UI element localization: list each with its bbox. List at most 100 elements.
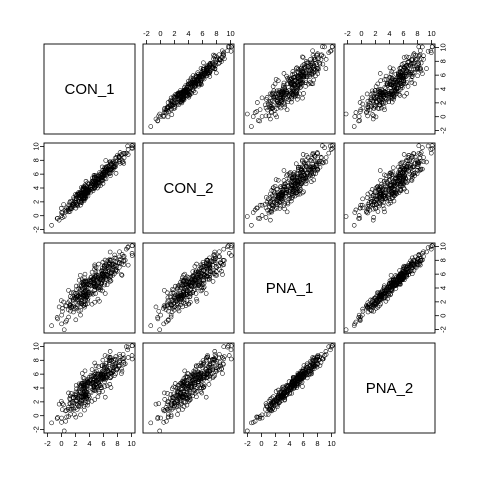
point-CON_1-vs-PNA_1 [289, 94, 294, 100]
point-PNA_2-vs-CON_2 [166, 411, 171, 417]
point-CON_2-vs-CON_1 [69, 199, 75, 204]
point-CON_1-vs-PNA_2 [389, 82, 395, 88]
point-PNA_2-vs-CON_1 [93, 363, 99, 369]
point-CON_2-vs-PNA_2 [388, 170, 394, 175]
point-CON_1-vs-PNA_2 [392, 82, 398, 88]
point-PNA_1-vs-PNA_2 [408, 262, 413, 268]
y-tick-label: 6 [439, 272, 448, 276]
point-PNA_2-vs-PNA_1 [308, 367, 314, 373]
point-PNA_2-vs-PNA_1 [255, 414, 260, 420]
point-CON_1-vs-CON_2 [212, 53, 218, 59]
point-PNA_2-vs-CON_2 [165, 414, 171, 420]
point-PNA_1-vs-PNA_2 [415, 256, 421, 262]
point-PNA_2-vs-CON_1 [107, 357, 113, 363]
point-CON_2-vs-PNA_1 [305, 155, 311, 160]
point-CON_2-vs-PNA_2 [392, 187, 397, 192]
point-PNA_1-vs-CON_1 [74, 306, 79, 311]
point-PNA_1-vs-PNA_2 [394, 278, 400, 283]
point-PNA_2-vs-CON_2 [187, 389, 193, 394]
point-CON_1-vs-PNA_2 [407, 72, 413, 77]
point-PNA_2-vs-PNA_1 [310, 364, 315, 370]
point-CON_2-vs-PNA_2 [365, 210, 370, 216]
point-CON_1-vs-PNA_2 [418, 48, 423, 54]
point-CON_1-vs-PNA_1 [308, 67, 313, 73]
point-PNA_1-vs-PNA_2 [385, 296, 390, 302]
point-PNA_1-vs-CON_1 [111, 258, 117, 263]
point-CON_1-vs-PNA_1 [300, 68, 305, 74]
panel-frame-CON_2-PNA_2 [343, 142, 436, 234]
point-PNA_1-vs-CON_1 [69, 304, 75, 309]
point-CON_2-vs-CON_1 [108, 167, 113, 172]
point-CON_2-vs-PNA_1 [284, 209, 290, 215]
point-CON_1-vs-PNA_2 [396, 72, 401, 77]
point-CON_2-vs-PNA_1 [323, 159, 329, 165]
point-PNA_2-vs-PNA_1 [315, 354, 320, 360]
point-CON_1-vs-PNA_1 [259, 114, 265, 119]
point-PNA_1-vs-PNA_2 [382, 288, 387, 293]
point-CON_2-vs-PNA_2 [429, 146, 435, 151]
point-PNA_1-vs-CON_2 [207, 272, 213, 278]
point-PNA_1-vs-CON_2 [165, 290, 170, 296]
point-PNA_1-vs-CON_2 [169, 299, 175, 305]
point-PNA_2-vs-CON_2 [228, 347, 234, 353]
point-PNA_2-vs-CON_2 [183, 399, 188, 405]
point-CON_1-vs-PNA_1 [274, 99, 280, 104]
point-CON_1-vs-PNA_2 [356, 118, 361, 124]
point-CON_1-vs-PNA_2 [383, 86, 389, 91]
point-PNA_1-vs-CON_1 [54, 315, 60, 320]
point-CON_2-vs-PNA_2 [381, 206, 387, 212]
point-CON_1-vs-PNA_1 [250, 114, 256, 119]
point-CON_1-vs-CON_2 [165, 114, 171, 120]
point-CON_2-vs-PNA_2 [360, 196, 365, 202]
point-PNA_2-vs-CON_1 [90, 380, 96, 385]
point-CON_2-vs-PNA_1 [300, 179, 306, 184]
point-PNA_1-vs-CON_1 [94, 278, 100, 283]
point-CON_2-vs-CON_1 [80, 186, 85, 192]
point-PNA_2-vs-CON_2 [190, 390, 196, 396]
point-CON_2-vs-PNA_2 [420, 166, 425, 172]
point-CON_1-vs-PNA_2 [374, 99, 379, 104]
point-PNA_1-vs-CON_1 [82, 304, 87, 310]
point-CON_1-vs-PNA_2 [369, 104, 374, 109]
point-PNA_2-vs-CON_1 [116, 363, 122, 369]
point-PNA_1-vs-PNA_2 [408, 258, 413, 263]
point-PNA_1-vs-CON_2 [225, 244, 230, 250]
point-CON_2-vs-CON_1 [71, 201, 76, 207]
point-CON_1-vs-PNA_1 [264, 95, 270, 100]
point-PNA_1-vs-PNA_2 [343, 327, 349, 333]
point-CON_1-vs-PNA_2 [398, 84, 404, 90]
point-CON_2-vs-PNA_1 [311, 164, 317, 170]
point-CON_2-vs-CON_1 [73, 205, 79, 211]
point-CON_1-vs-PNA_2 [352, 114, 358, 119]
point-PNA_2-vs-CON_1 [66, 414, 71, 419]
point-CON_2-vs-CON_1 [95, 176, 101, 181]
point-PNA_1-vs-CON_1 [125, 262, 131, 268]
point-PNA_2-vs-CON_2 [219, 366, 224, 372]
point-PNA_2-vs-CON_2 [202, 375, 207, 380]
point-CON_1-vs-PNA_2 [343, 111, 349, 117]
y-tick-label: 8 [438, 258, 447, 262]
point-CON_1-vs-PNA_2 [415, 56, 420, 62]
point-PNA_1-vs-CON_1 [70, 297, 76, 303]
point-CON_1-vs-CON_2 [171, 95, 177, 100]
point-PNA_2-vs-CON_2 [168, 414, 174, 419]
point-CON_1-vs-PNA_1 [277, 100, 283, 105]
point-CON_1-vs-CON_2 [201, 60, 206, 66]
point-PNA_1-vs-PNA_2 [377, 291, 383, 296]
point-CON_2-vs-PNA_2 [376, 186, 382, 191]
point-CON_1-vs-PNA_1 [279, 99, 284, 105]
point-CON_1-vs-PNA_2 [404, 68, 410, 74]
point-CON_2-vs-CON_1 [82, 182, 88, 188]
point-PNA_2-vs-CON_2 [162, 390, 167, 396]
point-CON_2-vs-PNA_2 [408, 155, 414, 161]
point-PNA_2-vs-PNA_1 [274, 398, 280, 404]
point-CON_2-vs-PNA_1 [255, 205, 260, 211]
point-CON_1-vs-PNA_2 [428, 50, 434, 55]
point-CON_2-vs-PNA_2 [397, 161, 403, 166]
point-PNA_2-vs-PNA_1 [310, 355, 315, 360]
point-PNA_1-vs-CON_2 [161, 321, 167, 327]
point-PNA_2-vs-CON_2 [211, 359, 216, 365]
point-PNA_1-vs-CON_1 [101, 264, 107, 269]
point-CON_1-vs-PNA_1 [308, 57, 313, 62]
point-PNA_1-vs-PNA_2 [402, 277, 407, 282]
